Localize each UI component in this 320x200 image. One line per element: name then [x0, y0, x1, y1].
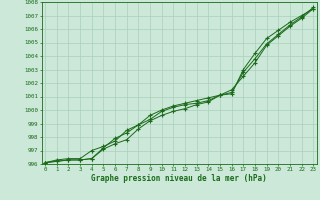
X-axis label: Graphe pression niveau de la mer (hPa): Graphe pression niveau de la mer (hPa) [91, 174, 267, 183]
